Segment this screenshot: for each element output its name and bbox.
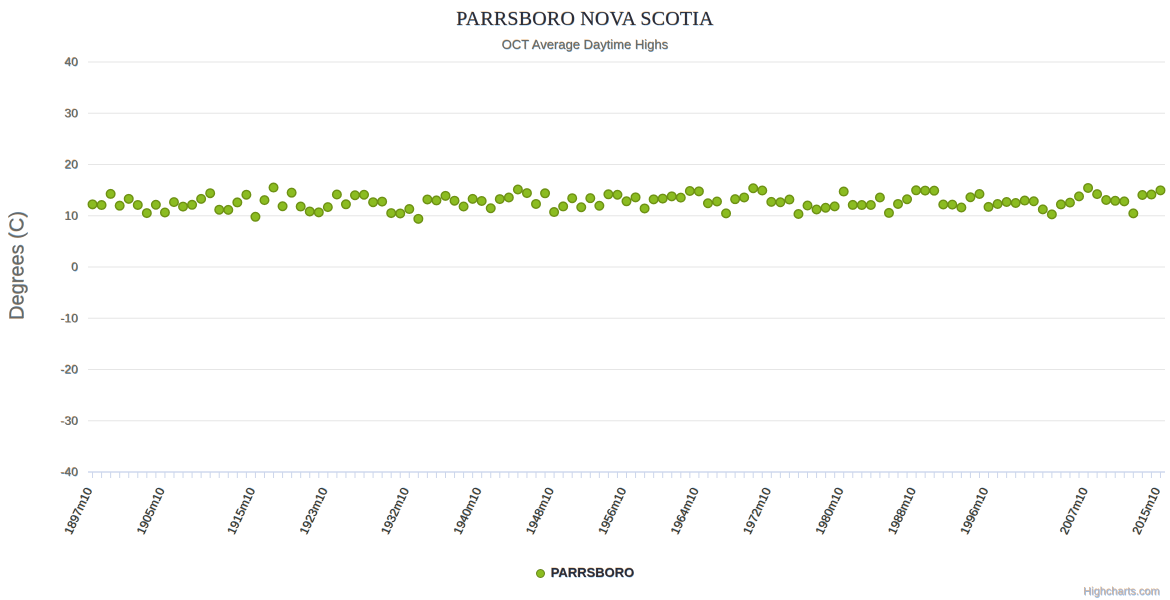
svg-text:1897m10: 1897m10 (61, 485, 95, 537)
svg-text:1996m10: 1996m10 (957, 485, 991, 537)
svg-text:30: 30 (65, 106, 79, 120)
svg-text:1980m10: 1980m10 (813, 485, 847, 537)
svg-text:1923m10: 1923m10 (297, 485, 331, 537)
svg-text:0: 0 (71, 260, 78, 274)
svg-text:2007m10: 2007m10 (1057, 485, 1091, 537)
svg-text:-40: -40 (61, 465, 79, 479)
svg-text:-20: -20 (61, 363, 79, 377)
svg-text:1932m10: 1932m10 (378, 485, 412, 537)
svg-text:2015m10: 2015m10 (1129, 485, 1163, 537)
svg-text:1915m10: 1915m10 (224, 485, 258, 537)
svg-text:1956m10: 1956m10 (595, 485, 629, 537)
svg-text:40: 40 (65, 55, 79, 69)
svg-text:1964m10: 1964m10 (668, 485, 702, 537)
svg-text:10: 10 (65, 209, 79, 223)
svg-text:-10: -10 (61, 311, 79, 325)
svg-text:1972m10: 1972m10 (740, 485, 774, 537)
svg-text:1905m10: 1905m10 (134, 485, 168, 537)
svg-text:1988m10: 1988m10 (885, 485, 919, 537)
svg-text:1948m10: 1948m10 (523, 485, 557, 537)
svg-text:1940m10: 1940m10 (451, 485, 485, 537)
svg-text:-30: -30 (61, 414, 79, 428)
svg-text:20: 20 (65, 158, 79, 172)
